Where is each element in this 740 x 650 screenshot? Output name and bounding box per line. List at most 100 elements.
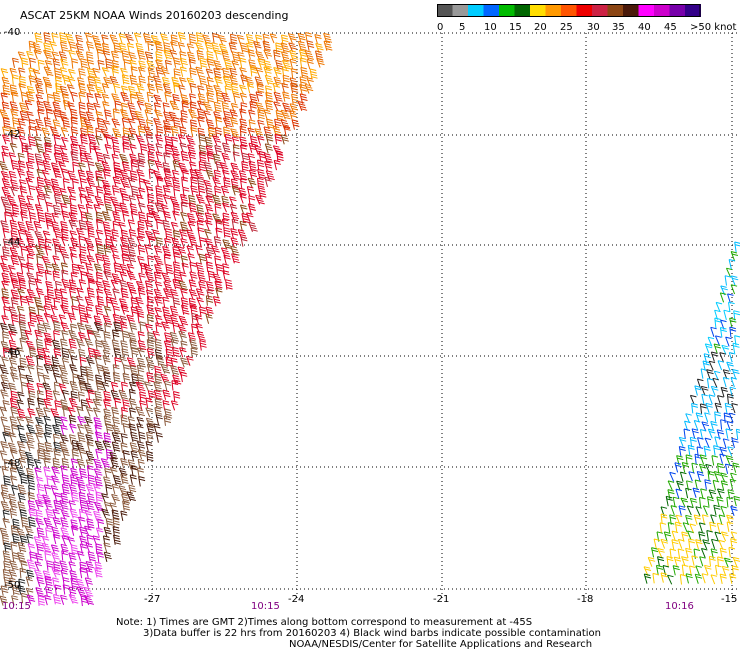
wind-barb [254,76,264,87]
wind-barb [100,128,111,139]
wind-barb [12,57,20,68]
wind-barb [105,238,113,249]
wind-barb [28,125,36,137]
wind-barb [32,69,41,79]
wind-barb [699,429,707,440]
wind-barb [154,202,165,213]
wind-barb [0,491,10,502]
wind-barb [77,423,85,434]
wind-barb [239,57,247,68]
wind-barb [10,372,19,383]
wind-barb [12,533,21,544]
wind-barb [58,51,68,62]
wind-barb [11,552,20,563]
wind-barb [188,289,198,300]
colorbar-swatch [468,4,484,17]
wind-barb [160,373,170,384]
wind-barb [154,307,162,318]
wind-barb [672,565,680,576]
wind-barb [224,133,233,145]
wind-barb [111,424,122,435]
wind-barb [677,548,685,559]
wind-barb [12,584,20,596]
wind-barb [86,59,95,70]
colorbar-label: 35 [612,22,625,33]
wind-barb [70,491,79,502]
wind-barb [715,301,723,312]
wind-barb [29,57,37,69]
wind-barb [21,517,29,528]
wind-barb [0,527,8,538]
wind-barb [24,451,34,462]
wind-barb [51,475,60,486]
wind-barb [92,398,102,409]
wind-barb [3,576,12,588]
wind-barb [85,542,94,553]
wind-barb [72,161,80,173]
wind-barb [155,185,163,196]
wind-barb [207,270,216,282]
wind-barb [136,83,145,94]
wind-barb [27,397,35,409]
wind-barb [26,170,35,182]
wind-barb [85,356,95,367]
wind-barb [34,204,44,215]
wind-barb [61,483,70,495]
wind-barb [282,91,290,102]
wind-barb [180,201,188,213]
wind-barb [212,33,220,44]
wind-barb [720,419,727,430]
wind-barb [222,117,233,128]
wind-barb [10,134,18,145]
wind-barb [86,255,96,265]
colorbar-label: 25 [560,22,573,33]
wind-barb [231,218,239,230]
wind-barb [118,42,127,53]
wind-barb [718,539,726,550]
wind-barb [247,177,257,188]
wind-barb [50,126,60,137]
wind-barb [103,542,111,553]
wind-barb [230,128,240,139]
wind-barb [122,399,130,410]
wind-barb [60,509,70,520]
wind-barb [700,385,709,396]
wind-barb [702,360,710,371]
wind-barb [42,76,53,87]
wind-barb [275,42,283,53]
wind-barb [710,326,717,337]
wind-barb [714,436,721,447]
wind-barb [147,390,156,401]
wind-barb [660,572,668,583]
wind-barb [51,212,59,223]
wind-barb [0,450,8,461]
wind-barb [8,306,18,317]
wind-barb [10,541,18,553]
wind-barb [112,176,121,187]
wind-barb [70,390,78,402]
wind-barb [86,177,97,188]
wind-barb [163,177,173,188]
wind-barb [102,354,111,366]
wind-barb [54,400,62,411]
wind-barb [297,40,307,52]
wind-barb [265,85,273,96]
wind-barb [36,195,45,206]
wind-barb [702,505,710,516]
wind-barb [222,142,231,153]
wind-barb [717,360,725,371]
wind-barb [121,254,130,265]
wind-barb [61,550,69,561]
wind-barb [180,357,189,368]
wind-barb [0,585,9,596]
wind-barb [26,533,34,545]
wind-barb [101,211,112,222]
wind-barb [95,380,104,391]
wind-barb [155,414,163,425]
wind-barb [173,57,181,68]
wind-barb [127,254,137,265]
wind-barb [103,551,112,563]
wind-barb [731,437,739,449]
wind-barb [199,57,208,68]
wind-barb [214,185,222,197]
